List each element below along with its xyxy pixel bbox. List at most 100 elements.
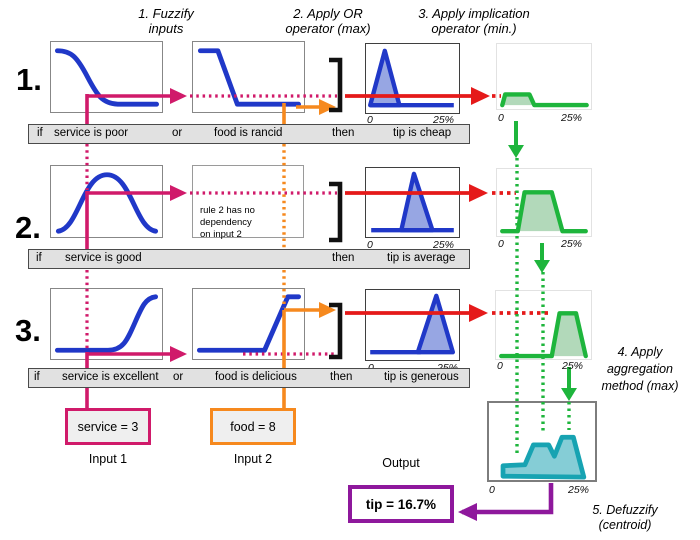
- axis-max: 25%: [561, 112, 583, 124]
- axis-max: 25%: [433, 239, 455, 251]
- rule-2-bar: if service is good then tip is average: [28, 249, 470, 269]
- rule-3-bar: if service is excellent or food is delic…: [28, 368, 470, 388]
- mf-plot-service-good: [50, 165, 163, 238]
- output-label: Output: [382, 456, 420, 470]
- rule-3-if: if: [34, 371, 40, 383]
- axis-min: 0: [489, 484, 495, 496]
- rule-2-then: then: [332, 252, 355, 264]
- rule-3-input1: service is excellent: [62, 371, 159, 383]
- green-arrowhead-row3: [561, 388, 577, 401]
- rule-3-then: then: [330, 371, 353, 383]
- membership-curve-food-rancid: [197, 48, 301, 107]
- orange-arrowhead-row3: [319, 302, 336, 318]
- clipped-curve-rule2: [500, 190, 588, 234]
- axis-min: 0: [498, 238, 504, 250]
- axis-max: 25%: [433, 114, 455, 126]
- magenta-arrowhead-row3: [170, 346, 187, 362]
- red-arrowhead-row3: [469, 304, 488, 322]
- clipped-area-rule2: [517, 192, 563, 232]
- rule-2-input1: service is good: [65, 252, 142, 264]
- rule-3-or: or: [173, 371, 184, 383]
- note-line1: rule 2 has no: [200, 205, 255, 216]
- aggregate-output-plot: [487, 401, 597, 482]
- rule-2-output: tip is average: [387, 252, 456, 264]
- mf-plot-food-delicious: [192, 288, 305, 360]
- step-4-line2: aggregation: [606, 362, 674, 376]
- axis-min: 0: [367, 239, 373, 251]
- mf-plot-tip-average: [365, 167, 460, 238]
- step-1-line2: inputs: [148, 21, 184, 36]
- membership-curve-service-poor: [54, 48, 159, 107]
- rule-1-input2: food is rancid: [214, 127, 283, 139]
- step-5-line2: (centroid): [598, 518, 652, 532]
- rule-1-if: if: [37, 127, 43, 139]
- note-line3: on input 2: [200, 229, 242, 240]
- step-2-or-operator-label: 2. Apply OR operator (max): [268, 6, 388, 36]
- red-arrowhead-row2: [469, 184, 488, 202]
- step-3-line2: operator (min.): [431, 21, 517, 36]
- implication-plot-rule2: [496, 168, 592, 237]
- rule-3-output: tip is generous: [384, 371, 459, 383]
- rule-1-then: then: [332, 127, 355, 139]
- input-1-label: Input 1: [88, 452, 128, 466]
- or-brackets: [329, 57, 343, 360]
- clipped-area-rule1: [502, 94, 535, 106]
- rule-1-output: tip is cheap: [393, 127, 452, 139]
- step-3-implication-label: 3. Apply implication operator (min.): [408, 6, 540, 36]
- step-5-line1: 5. Defuzzify: [592, 503, 658, 517]
- tip-generous-triangle: [415, 293, 456, 355]
- rule-1-number: 1.: [16, 62, 42, 97]
- axis-min: 0: [497, 360, 503, 372]
- input-2-label: Input 2: [233, 452, 273, 466]
- implication-plot-rule3: [495, 290, 592, 360]
- axis-max: 25%: [562, 360, 584, 372]
- step-4-aggregation-label: 4. Apply aggregation method (max): [580, 344, 700, 395]
- food-input-box: food = 8: [210, 408, 296, 445]
- service-input-box: service = 3: [65, 408, 151, 445]
- tip-average-triangle: [399, 171, 435, 233]
- step-2-line1: 2. Apply OR: [293, 6, 363, 21]
- rule2-note-box: rule 2 has no dependency on input 2: [192, 165, 304, 240]
- output-value-box: tip = 16.7%: [348, 485, 454, 523]
- rule-1-input1: service is poor: [54, 127, 129, 139]
- orange-arrowhead-row1: [319, 99, 336, 115]
- clipped-curve-rule3: [499, 311, 588, 359]
- mf-plot-service-excellent: [50, 288, 163, 360]
- rule-3-input2: food is delicious: [215, 371, 297, 383]
- green-arrowhead-row2: [534, 260, 550, 273]
- axis-min: 0: [498, 112, 504, 124]
- green-arrowhead-row1: [508, 145, 524, 158]
- mf-plot-service-poor: [50, 41, 163, 113]
- rule-1-or: or: [172, 127, 183, 139]
- tip-cheap-triangle: [368, 48, 402, 108]
- purple-arrowhead: [458, 503, 477, 521]
- step-3-line1: 3. Apply implication: [418, 6, 530, 21]
- implication-plot-rule1: [496, 43, 592, 110]
- step-1-fuzzify-label: 1. Fuzzify inputs: [110, 6, 222, 36]
- mf-plot-tip-generous: [365, 289, 460, 361]
- defuzzify-line: [462, 483, 554, 515]
- clipped-curve-rule1: [500, 92, 589, 108]
- membership-curve-food-delicious: [196, 294, 301, 353]
- step-4-line3: method (max): [601, 379, 679, 393]
- membership-curve-service-excellent: [54, 294, 159, 353]
- step-5-defuzzify-label: 5. Defuzzify (centroid): [565, 503, 685, 533]
- mf-plot-food-rancid: [192, 41, 305, 113]
- step-4-line1: 4. Apply: [617, 345, 663, 359]
- note-line2: dependency: [200, 217, 252, 228]
- axis-max: 25%: [568, 484, 590, 496]
- rule-2-number: 2.: [15, 210, 41, 245]
- axis-max: 25%: [561, 238, 583, 250]
- step-2-line2: operator (max): [285, 21, 371, 36]
- rule-1-bar: if service is poor or food is rancid the…: [28, 124, 470, 144]
- step-1-line1: 1. Fuzzify: [138, 6, 194, 21]
- membership-curve-service-good: [55, 172, 159, 234]
- magenta-arrowhead-row1: [170, 88, 187, 104]
- rule-3-number: 3.: [15, 313, 41, 348]
- aggregated-fuzzy-set: [500, 434, 587, 480]
- magenta-arrowhead-row2: [170, 185, 187, 201]
- mf-plot-tip-cheap: [365, 43, 460, 114]
- red-arrowhead-row1: [471, 87, 490, 105]
- axis-min: 0: [367, 114, 373, 126]
